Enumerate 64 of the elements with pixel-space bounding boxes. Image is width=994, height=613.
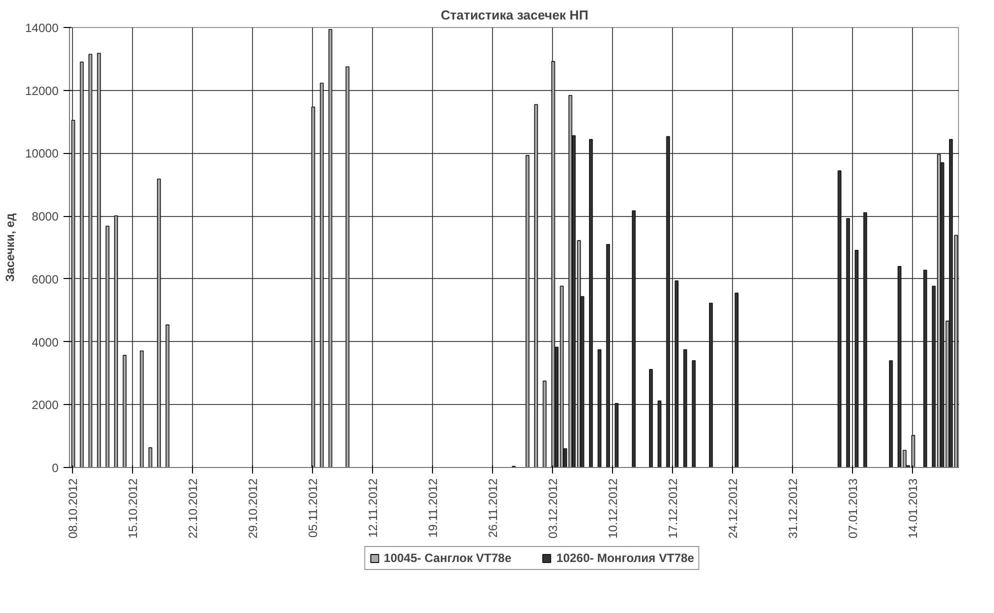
- bar: [658, 400, 662, 468]
- y-tick-label: 14000: [25, 21, 59, 35]
- y-tick-label: 2000: [32, 398, 59, 412]
- bar: [80, 62, 84, 468]
- bar: [734, 292, 739, 468]
- x-tick-label: 14.01.2013: [906, 478, 920, 539]
- bar: [140, 350, 144, 468]
- bar: [863, 212, 868, 468]
- bar: [542, 380, 547, 468]
- x-tick-label: 29.10.2012: [246, 478, 260, 539]
- bar: [838, 170, 842, 468]
- y-tick-label: 6000: [32, 272, 59, 286]
- bar: [166, 324, 170, 468]
- bar: [346, 66, 350, 468]
- bar: [534, 104, 538, 468]
- bar: [311, 106, 316, 468]
- bar: [889, 360, 893, 468]
- x-tick-label: 22.10.2012: [186, 478, 200, 539]
- bar: [148, 447, 152, 468]
- x-tick-label: 15.10.2012: [126, 478, 140, 539]
- bar: [122, 354, 127, 468]
- bar: [632, 210, 636, 468]
- bar: [598, 349, 602, 468]
- x-tick-label: 08.10.2012: [66, 478, 80, 539]
- legend-label: 10045- Санглок VT78е: [384, 551, 512, 565]
- x-tick-label: 03.12.2012: [546, 478, 560, 539]
- bar: [854, 250, 859, 468]
- bar: [606, 244, 610, 468]
- bar: [666, 136, 670, 468]
- y-tick-label: 0: [52, 461, 59, 475]
- bar: [923, 270, 928, 468]
- x-tick-label: 12.11.2012: [366, 478, 380, 538]
- bar: [114, 215, 118, 468]
- y-axis-title: Засечки, ед: [3, 212, 18, 282]
- x-tick-label: 26.11.2012: [486, 478, 500, 538]
- bar: [157, 178, 161, 468]
- bar: [846, 218, 850, 468]
- bar: [589, 138, 593, 468]
- x-tick-label: 31.12.2012: [786, 478, 800, 539]
- x-tick-label: 24.12.2012: [726, 478, 740, 539]
- bar: [709, 302, 713, 468]
- y-tick-label: 12000: [25, 84, 59, 98]
- x-tick-label: 19.11.2012: [426, 478, 440, 538]
- bar: [97, 52, 101, 468]
- x-tick-label: 17.12.2012: [666, 478, 680, 539]
- x-tick-label: 07.01.2013: [846, 478, 860, 539]
- y-tick-label: 4000: [32, 335, 59, 350]
- bar: [614, 402, 619, 468]
- bar: [320, 82, 324, 468]
- bar: [71, 120, 76, 468]
- bar: [649, 369, 653, 468]
- bar: [88, 54, 92, 468]
- bar: [692, 360, 696, 468]
- y-tick-label: 10000: [25, 146, 59, 161]
- x-tick-label: 10.12.2012: [606, 478, 620, 539]
- bar: [106, 226, 110, 468]
- bar: [683, 349, 688, 468]
- bar: [674, 280, 679, 468]
- bar: [328, 28, 332, 468]
- bar: [526, 155, 530, 468]
- x-tick-label: 05.11.2012: [306, 478, 320, 538]
- legend-label: 10260- Монголия VT78е: [556, 551, 694, 565]
- y-tick-label: 8000: [32, 210, 59, 224]
- chart-title: Статистика засечек НП: [440, 8, 588, 22]
